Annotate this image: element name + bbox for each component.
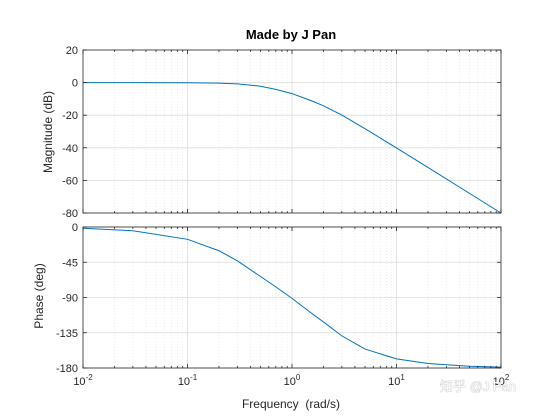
magnitude-ytick-label: 0 bbox=[72, 78, 78, 90]
phase-xtick-label: 102 bbox=[493, 373, 510, 388]
phase-ylabel: Phase (deg) bbox=[32, 263, 46, 328]
phase-xtick-label: 10-2 bbox=[73, 373, 93, 388]
phase-ytick-label: 0 bbox=[72, 222, 78, 234]
watermark: 知乎 @J Pan bbox=[440, 379, 516, 394]
xtick-base: 10 bbox=[178, 376, 190, 388]
magnitude-ytick-label: -60 bbox=[62, 175, 78, 187]
xtick-base: 10 bbox=[284, 376, 296, 388]
frequency-xlabel: Frequency (rad/s) bbox=[242, 397, 340, 411]
xtick-exponent: 2 bbox=[505, 373, 510, 382]
magnitude-series-line bbox=[82, 82, 502, 214]
phase-xtick-label: 10-1 bbox=[178, 373, 198, 388]
phase-series-line bbox=[82, 227, 502, 368]
chart-title: Made by J Pan bbox=[246, 27, 336, 42]
xtick-exponent: -1 bbox=[190, 373, 198, 382]
xtick-base: 10 bbox=[493, 376, 505, 388]
magnitude-ylabel: Magnitude (dB) bbox=[41, 91, 55, 173]
phase-xtick-label: 101 bbox=[388, 373, 405, 388]
xtick-base: 10 bbox=[388, 376, 400, 388]
phase-ytick-label: -135 bbox=[56, 328, 78, 340]
phase-xtick-label: 100 bbox=[284, 373, 301, 388]
magnitude-ytick-label: -80 bbox=[62, 208, 78, 220]
magnitude-ytick-label: -20 bbox=[62, 110, 78, 122]
phase-ytick-label: -45 bbox=[62, 257, 78, 269]
magnitude-ytick-label: 20 bbox=[66, 45, 78, 57]
xtick-exponent: 1 bbox=[400, 373, 405, 382]
magnitude-ytick-label: -40 bbox=[62, 143, 78, 155]
xtick-exponent: 0 bbox=[296, 373, 301, 382]
phase-ytick-label: -90 bbox=[62, 293, 78, 305]
xtick-base: 10 bbox=[73, 376, 85, 388]
phase-ytick-label: -180 bbox=[56, 363, 78, 375]
magnitude-axes: 20 0 -20 -40 -60 -80 bbox=[62, 45, 502, 220]
xtick-exponent: -2 bbox=[86, 373, 94, 382]
